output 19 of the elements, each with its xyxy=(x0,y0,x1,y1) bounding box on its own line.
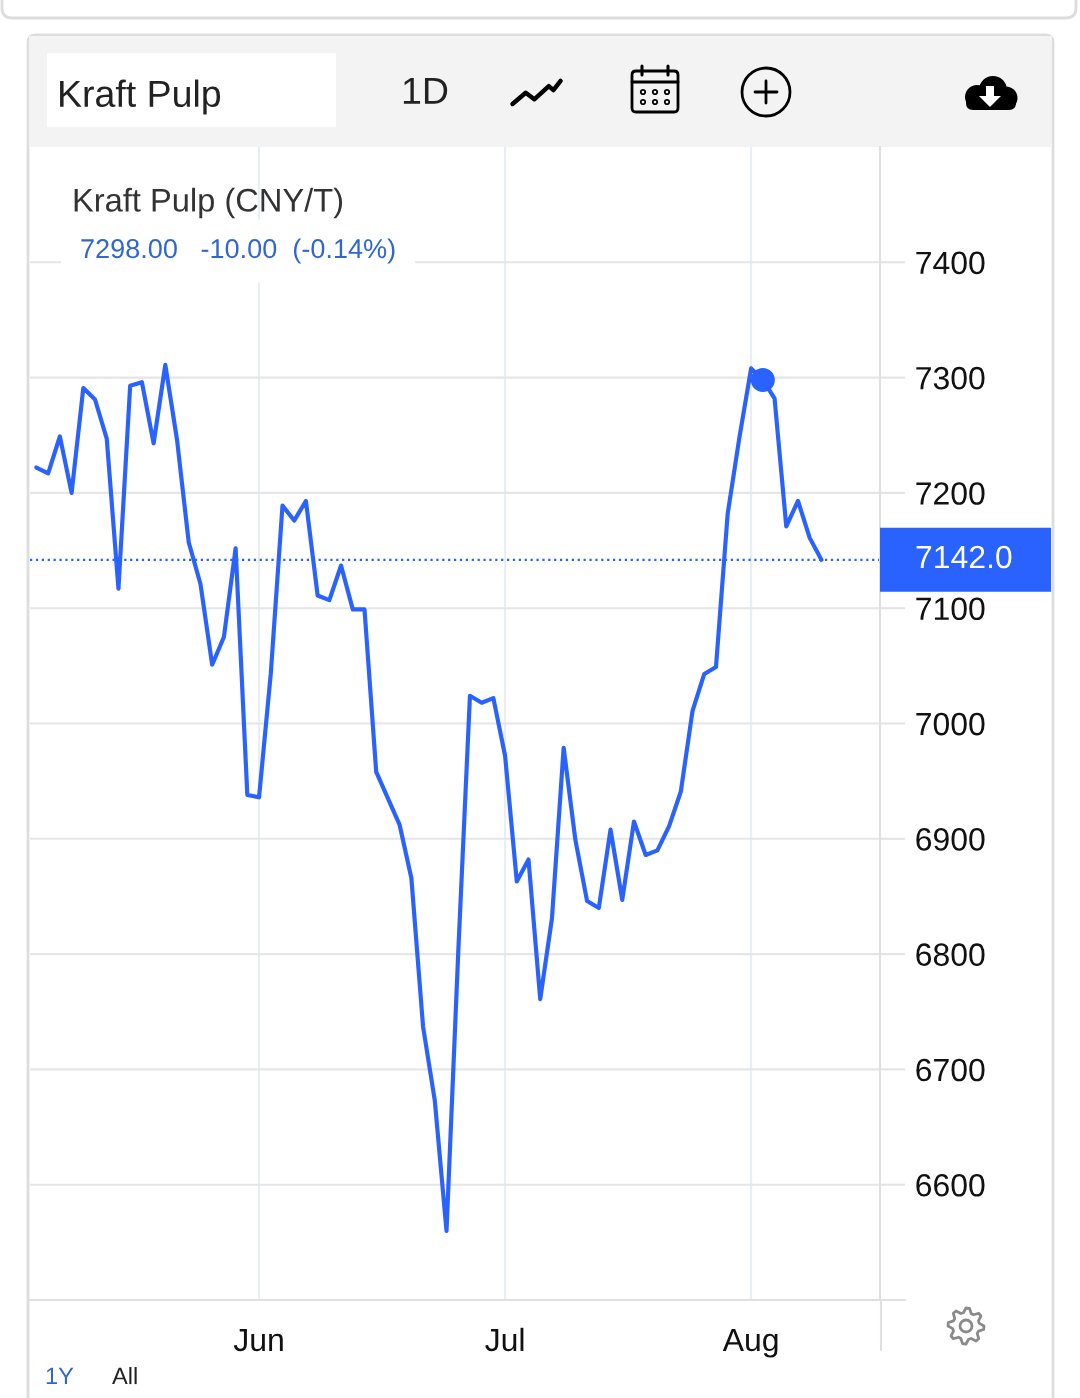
text: 1D xyxy=(403,77,448,104)
y-tick-label: 7300 xyxy=(916,366,985,390)
x-tick-label: Jul xyxy=(485,1327,524,1352)
y-tick-label: 6600 xyxy=(916,1173,985,1197)
y-tick-label: 7400 xyxy=(916,251,985,275)
y-tick-label: 7200 xyxy=(916,482,985,505)
x-tick-label: Jun xyxy=(233,1328,283,1352)
text: Kraft Pulp xyxy=(60,79,221,115)
y-tick-label: 7100 xyxy=(916,597,985,621)
y-tick-label: 6700 xyxy=(916,1058,985,1082)
x-tick-label: Aug xyxy=(722,1328,778,1358)
text: 1Y xyxy=(46,1367,74,1385)
y-tick-label: 6800 xyxy=(916,943,985,966)
y-tick-label: 7000 xyxy=(916,712,985,736)
text: Kraft Pulp (CNY/T) xyxy=(74,187,343,219)
text: 7298.00 -10.00 (-0.14%) xyxy=(81,238,395,264)
ref-line-label: 7142.0 xyxy=(916,545,1012,569)
y-tick-label: 6900 xyxy=(916,828,985,851)
text: All xyxy=(112,1366,137,1385)
